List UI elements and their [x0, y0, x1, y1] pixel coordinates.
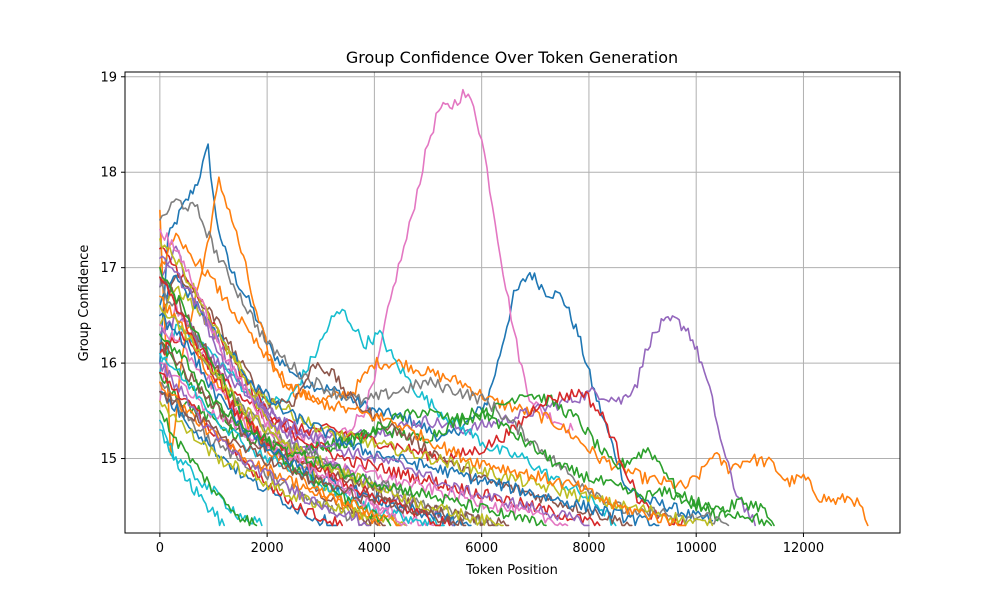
plot-frame [124, 71, 901, 534]
y-tick-label: 18 [100, 166, 117, 181]
series-line [159, 228, 408, 527]
x-tick-label: 0 [156, 541, 164, 556]
x-tick-label: 8000 [572, 541, 605, 556]
series-line [159, 246, 687, 527]
y-tick-label: 16 [100, 357, 117, 372]
series-lines [159, 88, 869, 527]
series-line [159, 390, 467, 527]
series-line [159, 381, 370, 527]
series-line [159, 400, 408, 527]
series-line [159, 333, 547, 527]
series-line [159, 429, 225, 527]
x-tick-label: 4000 [358, 541, 391, 556]
series-line [159, 390, 338, 527]
series-line [159, 308, 617, 527]
chart-title: Group Confidence Over Token Generation [346, 48, 678, 67]
series-line [159, 331, 601, 527]
x-tick-label: 12000 [783, 541, 824, 556]
x-tick-label: 6000 [465, 541, 498, 556]
y-tick-label: 19 [100, 70, 117, 85]
y-tick-label: 17 [100, 261, 117, 276]
x-tick-label: 10000 [676, 541, 717, 556]
series-line [159, 410, 258, 527]
series-line [159, 362, 370, 527]
axis-ticks: 0 2000 4000 6000 8000 10000 12000 15 16 17 18 19 [100, 70, 824, 556]
grid [125, 72, 900, 533]
series-line [159, 274, 660, 527]
x-tick-label: 2000 [251, 541, 284, 556]
y-axis-label: Group Confidence [77, 245, 92, 362]
series-line [159, 143, 714, 524]
x-axis-label: Token Position [465, 563, 558, 578]
y-tick-label: 15 [100, 452, 117, 467]
series-line [159, 232, 687, 527]
